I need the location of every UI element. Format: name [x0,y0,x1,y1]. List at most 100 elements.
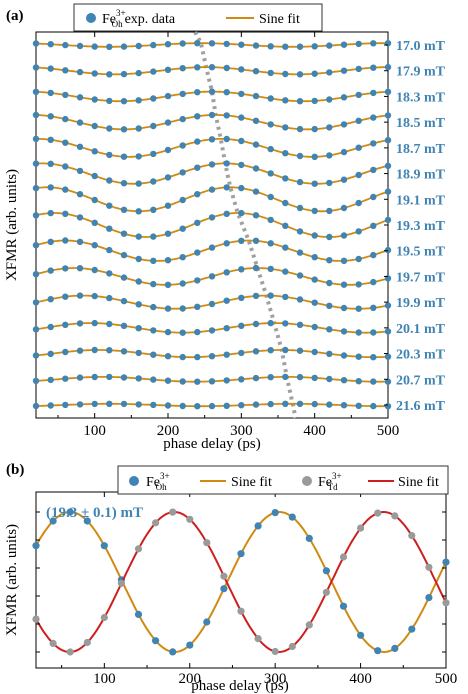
data-point [164,402,172,409]
data-point [408,532,416,540]
trace-9 [32,264,392,288]
field-label: 20.7 mT [396,373,446,388]
field-label: 18.9 mT [396,168,446,183]
data-point [47,41,54,48]
data-point [106,225,113,232]
trace-12 [32,346,392,361]
data-point [208,136,216,143]
panel-b: (b) 100 200 300 400 500 (19.3 ± 0.1) mT phas… [4,462,457,694]
data-point [164,257,172,264]
data-point [267,69,274,77]
data-point [194,191,201,198]
data-point [179,225,186,232]
panel-a-legend-fit-label: Sine fit [259,12,300,27]
panel-b-y-axis-label: XFMR (arb. units) [4,524,20,636]
data-point [32,326,40,333]
data-point [311,70,318,77]
data-point [150,122,157,130]
data-point [384,216,392,224]
data-point [135,153,142,160]
data-point [135,42,142,50]
data-point [282,199,289,207]
panel-a-x-ticks: 100 200 300 400 500 [57,32,399,439]
data-point [296,400,304,407]
data-point [76,68,84,76]
data-point [150,257,157,264]
data-point [135,208,142,215]
data-point [106,320,113,328]
data-point [355,353,362,360]
data-point [238,66,245,73]
data-point [288,513,296,521]
data-point [370,251,377,259]
data-point [355,378,362,385]
data-point [223,402,230,409]
data-point [252,264,260,272]
data-point [296,373,304,381]
data-point [164,66,172,74]
data-point [340,304,348,312]
data-point [194,353,201,361]
data-point [252,237,260,244]
data-point [267,95,274,102]
data-point [252,292,260,300]
data-point [179,280,186,287]
data-point [208,300,216,308]
x-tick-label: 100 [83,423,106,439]
data-point [179,90,186,98]
data-point [91,266,98,274]
data-point [120,374,128,381]
data-point [355,199,362,207]
data-point [150,150,157,158]
series-1 [32,508,450,656]
data-point [442,599,450,607]
data-point [32,40,40,47]
data-point [135,233,142,240]
data-point [32,271,40,278]
data-point [179,305,186,312]
data-point [194,89,201,96]
data-point [76,42,84,50]
data-point [62,41,69,49]
data-point [267,400,274,408]
data-point [150,401,157,409]
data-point [370,193,377,201]
data-point [355,228,362,235]
panel-b-legend-label-oh: Fe3+ Oh [146,471,170,492]
data-point [267,265,274,273]
data-point [62,210,69,217]
data-point [106,177,113,184]
data-point [150,95,157,102]
panel-b-legend-marker-oh [129,476,139,486]
data-point [252,374,260,382]
data-point [238,41,245,48]
data-point [355,91,362,99]
data-point [252,117,260,125]
data-point [326,96,333,103]
data-point [370,140,377,147]
data-point [47,238,54,245]
data-point [282,293,289,301]
panel-b-traces [32,508,450,656]
data-point [326,233,333,241]
data-point [164,353,172,360]
data-point [326,42,333,49]
data-point [223,89,230,96]
data-point [267,347,274,354]
data-point [252,188,260,195]
data-point [47,402,54,409]
data-point [91,292,98,300]
data-point [106,400,113,407]
data-point [164,119,172,126]
sine-fit-line [35,510,447,654]
data-point [150,327,157,334]
data-point [340,176,348,183]
trace-3 [32,111,392,133]
data-point [76,143,84,150]
data-point [91,319,98,327]
panel-b-legend-label-td: Fe3+ Td [318,471,342,492]
data-point [135,301,142,308]
data-point [326,375,333,383]
data-point [370,64,377,71]
data-point [194,378,201,385]
